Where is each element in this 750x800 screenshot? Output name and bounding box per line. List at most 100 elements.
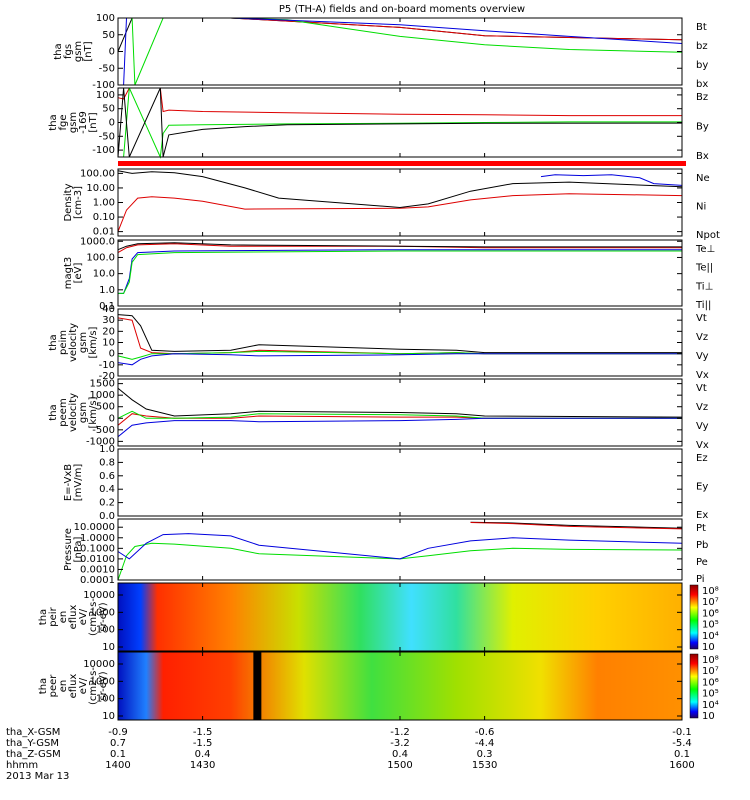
panel-frame <box>118 18 682 85</box>
legend-entry: Ez <box>696 453 708 464</box>
series-line <box>118 418 682 437</box>
y-tick-label: 30 <box>102 315 115 326</box>
panel-1: 100500-50-100thafgsgsm[nT]Btbzbybx <box>53 13 708 91</box>
y-tick-label: 10 <box>102 711 115 722</box>
y-tick-label: 10 <box>102 338 115 349</box>
y-axis-label-line: [eV] <box>73 263 84 284</box>
colorbar-label: 10⁶ <box>702 677 719 688</box>
panel-frame <box>118 169 682 236</box>
legend-entry: Te⊥ <box>695 244 715 255</box>
legend-entry: Vt <box>696 313 707 324</box>
y-tick-label: 0.4 <box>99 484 115 495</box>
spectrogram-fill <box>118 652 682 720</box>
footer-value: -1.5 <box>193 727 213 738</box>
colorbar-label: 10⁵ <box>702 620 719 631</box>
y-axis-label: thapeemvelocitygsm[km/s] <box>48 393 99 432</box>
series-line <box>118 250 682 294</box>
panel-6: 150010005000-500-1000thapeemvelocitygsm[… <box>48 379 709 451</box>
y-axis-label-line: [nT] <box>83 41 94 61</box>
footer-value: 1400 <box>105 760 130 771</box>
data-gap-bar <box>253 652 261 720</box>
y-axis-label-line: [nT] <box>88 112 99 132</box>
y-tick-label: 1.00 <box>93 198 115 209</box>
legend-entry: bz <box>696 41 708 52</box>
y-tick-label: 10.0000 <box>74 522 115 533</box>
y-tick-label: 50 <box>102 30 115 41</box>
y-axis-label: thafgsgsm[nT] <box>53 41 94 62</box>
panel-4: 1000.0 100.0 10.0 1.0 0.1 magt3[eV] Te⊥ Te|| Ti⊥… <box>63 236 715 312</box>
series-line <box>118 88 682 116</box>
y-axis-label-line: [mV/m] <box>73 464 84 502</box>
legend-entry: Pe <box>696 557 708 568</box>
panel-frame <box>118 449 682 516</box>
colorbar-label: 10⁶ <box>702 608 719 619</box>
series-line <box>118 171 682 208</box>
colorbar-label: 10⁷ <box>702 666 719 677</box>
footer-value: 1430 <box>190 760 215 771</box>
y-tick-label: 100.0 <box>86 252 115 263</box>
series-line <box>118 414 682 426</box>
y-tick-label: 40 <box>102 304 115 315</box>
footer-value: 0.3 <box>477 749 493 760</box>
legend-entry: Ti|| <box>695 300 711 311</box>
colorbar: 10⁸10⁷10⁶10⁵10⁴10⁳ <box>690 585 719 653</box>
y-tick-label: 10 <box>102 642 115 653</box>
y-tick-label: 0.10 <box>93 212 115 223</box>
panel-frame <box>118 309 682 376</box>
legend-entry: Vx <box>696 440 709 451</box>
y-tick-label: 0 <box>109 47 115 58</box>
y-tick-label: 0.0010 <box>80 564 115 575</box>
y-axis-label-line: [cm-3] <box>73 186 84 219</box>
legend-entry: Ey <box>696 482 708 493</box>
y-tick-label: 0.0100 <box>80 554 115 565</box>
series-line <box>118 543 682 580</box>
colorbar-label: 10⁸ <box>702 655 719 666</box>
footer-value: 1500 <box>387 760 412 771</box>
colorbar-label: 10⁴ <box>702 700 719 711</box>
y-axis-label-line: sr-eV) <box>98 602 109 631</box>
footer-value: -3.2 <box>390 738 410 749</box>
colorbar-scale <box>690 654 698 718</box>
colorbar-label: 10⁷ <box>702 597 719 608</box>
footer-value: -0.6 <box>475 727 495 738</box>
series-line <box>118 315 682 353</box>
y-tick-label: 10.00 <box>86 183 115 194</box>
y-tick-label: 0.2 <box>99 498 115 509</box>
y-tick-label: 0.0 <box>99 511 115 522</box>
legend-entry: by <box>696 60 708 71</box>
y-axis-label: E=-VxB[mV/m] <box>63 464 84 502</box>
colorbar: 10⁸10⁷10⁶10⁵10⁴10⁳ <box>690 654 719 722</box>
colorbar-label: 10⁳ <box>702 711 715 722</box>
panel-frame <box>118 88 682 157</box>
colorbar-scale <box>690 585 698 649</box>
legend-entry: Te|| <box>695 263 713 274</box>
panel-2: 100500-50-100thafgegsm-169[nT]BzByBx <box>48 88 709 162</box>
legend-entry: Ni <box>696 202 706 213</box>
y-axis-label: magt3[eV] <box>63 257 84 290</box>
y-axis-label: thapeimvelocitygsm[km/s] <box>48 323 99 362</box>
legend-entry: Bx <box>696 151 709 162</box>
series-line <box>118 318 682 354</box>
footer-value: -4.4 <box>475 738 495 749</box>
y-axis-label: thapeirenefluxeV/(cm2-s-sr-eV) <box>38 598 109 636</box>
legend-entry: Pb <box>696 540 708 551</box>
y-tick-label: 0 <box>109 413 115 424</box>
y-axis-label-line: [km/s] <box>88 396 99 428</box>
footer-value: 1530 <box>472 760 497 771</box>
footer-value: 0.4 <box>392 749 408 760</box>
footer-ephemeris: tha_X-GSMtha_Y-GSMtha_Z-GSMhhmm2013 Mar … <box>6 727 695 782</box>
panel-3: 100.00 10.00 1.00 0.10 0.01 Density[cm-3] Ne Ni… <box>63 168 720 241</box>
legend-entry: Vt <box>696 383 707 394</box>
footer-value: 0.1 <box>110 749 126 760</box>
colorbar-label: 10⁴ <box>702 631 719 642</box>
panel-9: 10⁸10⁷10⁶10⁵10⁴10⁳10000100010010thapeire… <box>38 583 719 653</box>
y-tick-label: 1000.0 <box>80 236 115 247</box>
y-tick-label: 100 <box>96 90 115 101</box>
series-line <box>118 18 682 52</box>
panel-8: 10.00001.00000.10000.01000.00100.0001Pre… <box>63 519 708 586</box>
legend-entry: Ne <box>696 173 710 184</box>
overview-figure: P5 (TH-A) fields and on-board moments ov… <box>0 0 750 800</box>
y-axis-label: thafgegsm-169[nT] <box>48 111 99 134</box>
series-line <box>118 194 682 232</box>
footer-value: 0.1 <box>674 749 690 760</box>
